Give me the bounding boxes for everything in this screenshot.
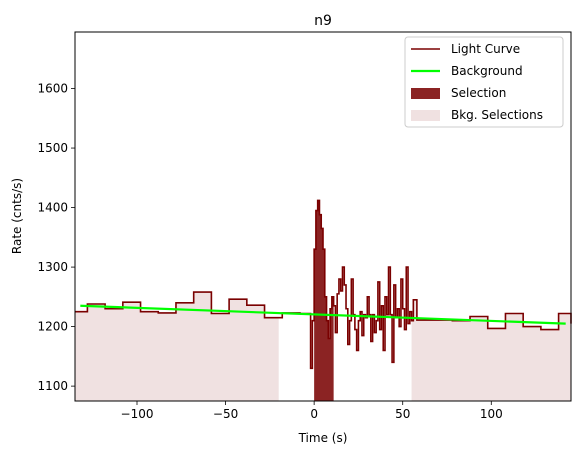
selection-layer: [314, 200, 334, 401]
y-axis-ticks: 1100 1200 1300 1400 1500 1600: [37, 82, 75, 393]
bkg-selection-layer: [75, 292, 571, 401]
x-tick-label: −50: [213, 407, 238, 421]
background-fit-line: [80, 304, 566, 325]
y-tick-label: 1400: [37, 201, 68, 215]
light-curve-layer: [75, 199, 572, 370]
y-tick-label: 1500: [37, 141, 68, 155]
y-tick-label: 1300: [37, 260, 68, 274]
legend-label: Selection: [451, 86, 506, 100]
y-tick-label: 1600: [37, 82, 68, 96]
x-tick-label: 0: [310, 407, 318, 421]
legend-swatch-patch: [411, 110, 440, 121]
x-axis-ticks: −100 −50 0 50 100: [121, 401, 503, 421]
source-selection-region: [314, 200, 334, 401]
legend-swatch-patch: [411, 88, 440, 99]
bkg-selection-region: [75, 292, 279, 401]
bkg-selection-region: [411, 299, 571, 401]
legend-box: [404, 36, 564, 128]
y-tick-label: 1100: [37, 379, 68, 393]
x-tick-label: −100: [121, 407, 154, 421]
x-axis-label: Time (s): [298, 431, 348, 445]
plot-frame: [74, 31, 572, 402]
chart-title: n9: [314, 13, 332, 29]
light-curve-line: [75, 199, 572, 370]
legend-label: Light Curve: [451, 42, 520, 56]
x-tick-label: 100: [480, 407, 503, 421]
y-axis-label: Rate (cnts/s): [10, 178, 24, 254]
legend-label: Background: [451, 64, 523, 78]
legend: Light Curve Background Selection Bkg. Selec…: [404, 36, 564, 128]
background-fit-layer: [80, 304, 566, 325]
legend-label: Bkg. Selections: [451, 108, 543, 122]
x-tick-label: 50: [395, 407, 410, 421]
y-tick-label: 1200: [37, 320, 68, 334]
